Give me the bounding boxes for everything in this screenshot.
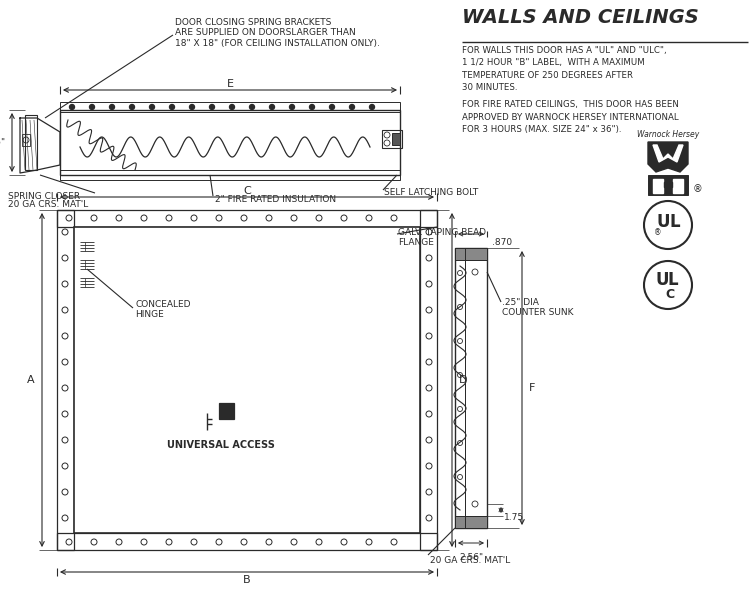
- Text: F: F: [529, 383, 536, 393]
- Text: 1.75: 1.75: [504, 513, 524, 522]
- Bar: [382, 130, 402, 148]
- Text: B: B: [243, 575, 250, 585]
- Circle shape: [329, 104, 334, 110]
- Bar: [392, 133, 400, 145]
- Bar: [57, 533, 437, 550]
- Text: L: L: [670, 213, 680, 231]
- Bar: [455, 248, 465, 528]
- Circle shape: [209, 104, 214, 110]
- Text: D: D: [459, 375, 467, 385]
- Circle shape: [269, 104, 274, 110]
- Circle shape: [110, 104, 115, 110]
- Text: .870: .870: [492, 238, 512, 247]
- Bar: [22, 134, 30, 146]
- Bar: [653, 179, 663, 193]
- Bar: [420, 210, 437, 550]
- Circle shape: [89, 104, 94, 110]
- Circle shape: [310, 104, 314, 110]
- Bar: [455, 516, 487, 528]
- Text: GALV. TAPING BEAD
FLANGE: GALV. TAPING BEAD FLANGE: [398, 228, 486, 247]
- Bar: [74, 227, 420, 533]
- Text: FOR FIRE RATED CEILINGS,  THIS DOOR HAS BEEN
APPROVED BY WARNOCK HERSEY INTERNAT: FOR FIRE RATED CEILINGS, THIS DOOR HAS B…: [462, 100, 679, 134]
- Bar: [673, 179, 683, 193]
- Text: ®: ®: [654, 229, 662, 237]
- Text: U: U: [656, 271, 669, 289]
- Circle shape: [290, 104, 295, 110]
- Circle shape: [230, 104, 235, 110]
- Circle shape: [251, 412, 254, 415]
- Bar: [57, 210, 74, 550]
- Text: A: A: [27, 375, 35, 385]
- Bar: [57, 210, 437, 227]
- Circle shape: [170, 104, 175, 110]
- Bar: [25, 115, 37, 170]
- Text: L: L: [668, 271, 678, 289]
- Bar: [465, 260, 487, 516]
- Circle shape: [70, 104, 74, 110]
- Text: SPRING CLOSER: SPRING CLOSER: [8, 192, 80, 201]
- Text: E: E: [226, 79, 233, 89]
- Bar: [60, 170, 400, 180]
- Text: FOR WALLS THIS DOOR HAS A "UL" AND "ULC",
1 1/2 HOUR "B" LABEL,  WITH A MAXIMUM
: FOR WALLS THIS DOOR HAS A "UL" AND "ULC"…: [462, 46, 667, 92]
- Text: 2.56": 2.56": [459, 553, 483, 562]
- Text: C: C: [243, 186, 250, 196]
- Text: CONCEALED
HINGE: CONCEALED HINGE: [135, 300, 190, 319]
- Text: C: C: [665, 287, 674, 300]
- Polygon shape: [648, 142, 688, 172]
- Text: Warnock Hersey: Warnock Hersey: [637, 130, 699, 139]
- Circle shape: [190, 104, 194, 110]
- Circle shape: [149, 104, 154, 110]
- Circle shape: [250, 104, 254, 110]
- Text: ®: ®: [693, 184, 703, 194]
- Circle shape: [350, 104, 355, 110]
- Bar: [664, 182, 672, 187]
- Text: UNIVERSAL ACCESS: UNIVERSAL ACCESS: [167, 440, 274, 450]
- Text: SELF LATCHING BOLT: SELF LATCHING BOLT: [384, 188, 478, 197]
- Bar: [60, 110, 400, 175]
- Bar: [455, 248, 487, 260]
- Text: 6.25": 6.25": [0, 138, 5, 147]
- Bar: [219, 403, 234, 419]
- Bar: [60, 102, 400, 112]
- Text: U: U: [656, 213, 670, 231]
- Bar: [455, 248, 487, 528]
- Text: 20 GA CRS. MAT'L: 20 GA CRS. MAT'L: [8, 200, 88, 209]
- Bar: [648, 175, 688, 195]
- Text: DOOR CLOSING SPRING BRACKETS
ARE SUPPLIED ON DOORSLARGER THAN
18" X 18" (FOR CEI: DOOR CLOSING SPRING BRACKETS ARE SUPPLIE…: [175, 18, 380, 48]
- Text: .25" DIA
COUNTER SUNK: .25" DIA COUNTER SUNK: [502, 298, 574, 317]
- Text: WALLS AND CEILINGS: WALLS AND CEILINGS: [462, 8, 699, 27]
- Circle shape: [205, 402, 209, 408]
- Circle shape: [130, 104, 134, 110]
- Text: 20 GA CRS. MAT'L: 20 GA CRS. MAT'L: [430, 556, 510, 565]
- Circle shape: [370, 104, 374, 110]
- Text: 2" FIRE RATED INSULATION: 2" FIRE RATED INSULATION: [215, 195, 336, 204]
- Polygon shape: [653, 145, 683, 162]
